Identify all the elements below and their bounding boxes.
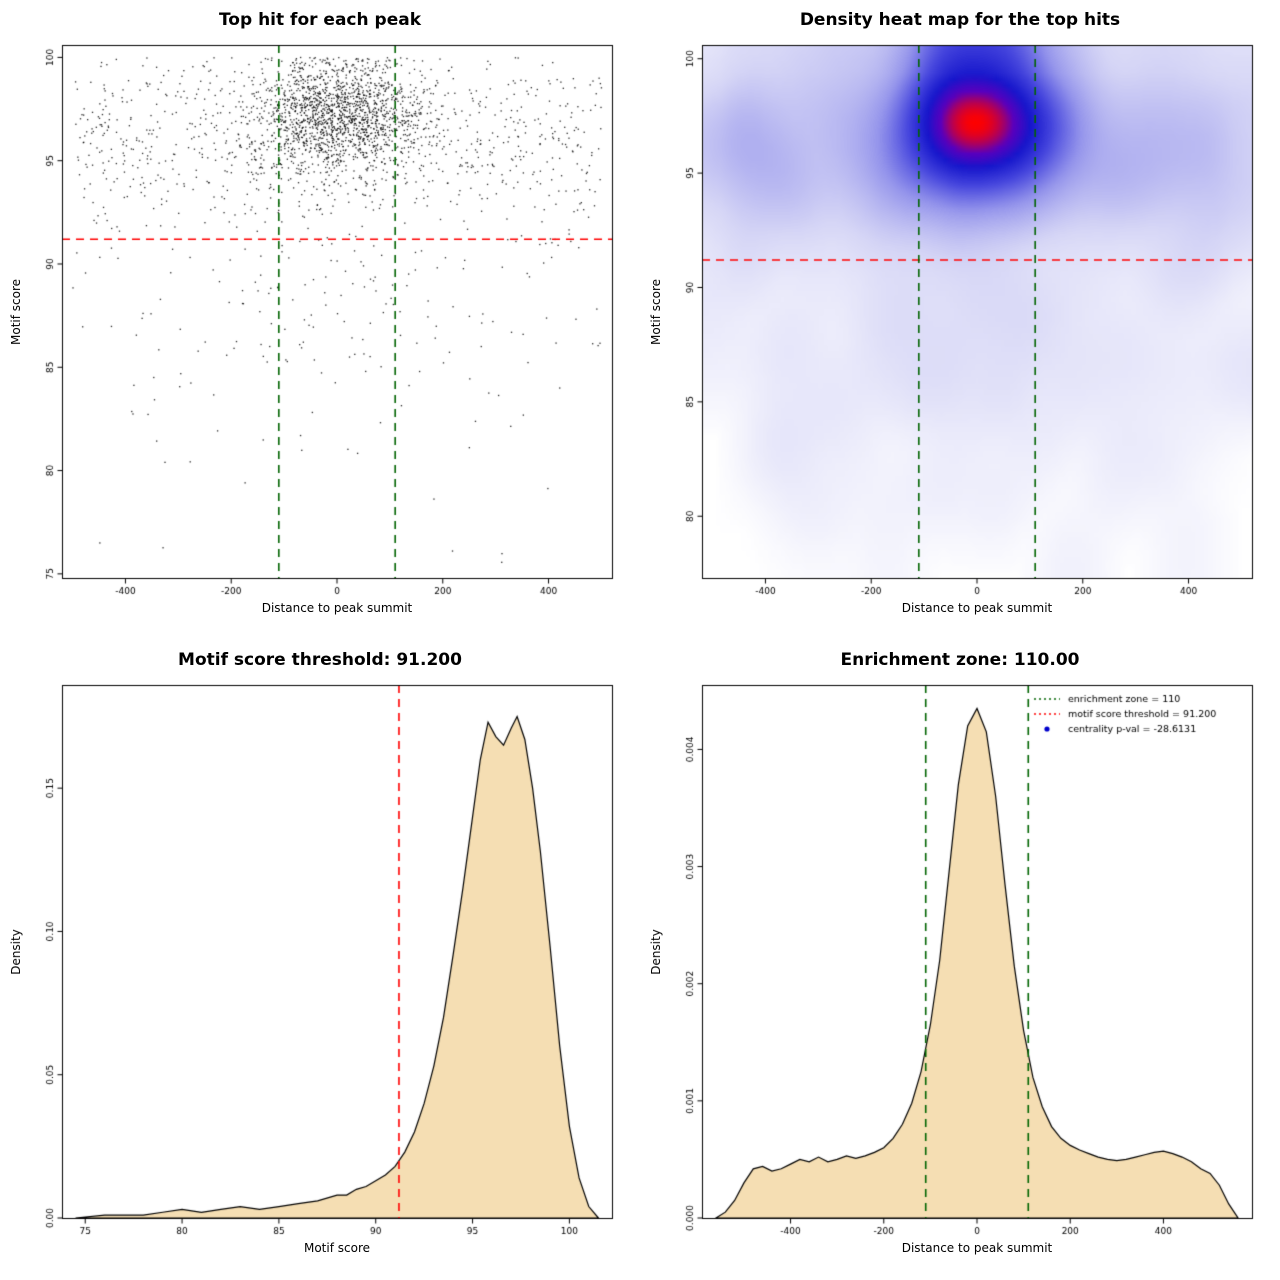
panel-top-hits-scatter: Top hit for each peak Distance to peak s…: [0, 0, 640, 640]
panel-motif-score-density: Motif score threshold: 91.200 Motif scor…: [0, 640, 640, 1280]
heatmap-plot-canvas: [640, 0, 1280, 640]
scatter-plot-canvas: [0, 0, 640, 640]
y-axis-label: Density: [9, 929, 23, 975]
panel-distance-density: Enrichment zone: 110.00 Distance to peak…: [640, 640, 1280, 1280]
distance-density-canvas: [640, 640, 1280, 1280]
x-axis-label: Distance to peak summit: [901, 601, 1053, 615]
score-density-canvas: [0, 640, 640, 1280]
x-axis-label: Distance to peak summit: [261, 601, 413, 615]
y-axis-label: Density: [649, 929, 663, 975]
panel-density-heatmap: Density heat map for the top hits Distan…: [640, 0, 1280, 640]
y-axis-label: Motif score: [9, 278, 23, 346]
panel-title: Motif score threshold: 91.200: [178, 650, 462, 670]
y-axis-label: Motif score: [649, 278, 663, 346]
panel-title: Top hit for each peak: [218, 10, 422, 30]
x-axis-label: Distance to peak summit: [901, 1241, 1053, 1255]
x-axis-label: Motif score: [303, 1241, 371, 1255]
panel-title: Enrichment zone: 110.00: [840, 650, 1080, 670]
panel-title: Density heat map for the top hits: [799, 10, 1121, 30]
